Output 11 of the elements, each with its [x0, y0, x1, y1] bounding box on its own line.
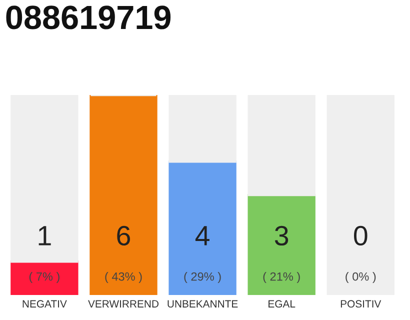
x-tick-label: EGAL: [268, 300, 296, 308]
data-label: 6 ( 43% ): [105, 226, 142, 284]
data-label: 0 ( 0% ): [346, 226, 376, 284]
x-tick-label: UNBEKANNTE: [168, 300, 238, 308]
data-label: 1 ( 7% ): [29, 226, 60, 284]
x-tick-label: NEGATIV: [22, 300, 67, 308]
data-label: 4 ( 29% ): [184, 226, 221, 284]
data-label: 3 ( 21% ): [263, 226, 300, 284]
x-tick-label: POSITIV: [340, 300, 382, 308]
chart-title: 088619719: [6, 6, 171, 30]
x-tick-label: VERWIRREND: [88, 300, 158, 308]
